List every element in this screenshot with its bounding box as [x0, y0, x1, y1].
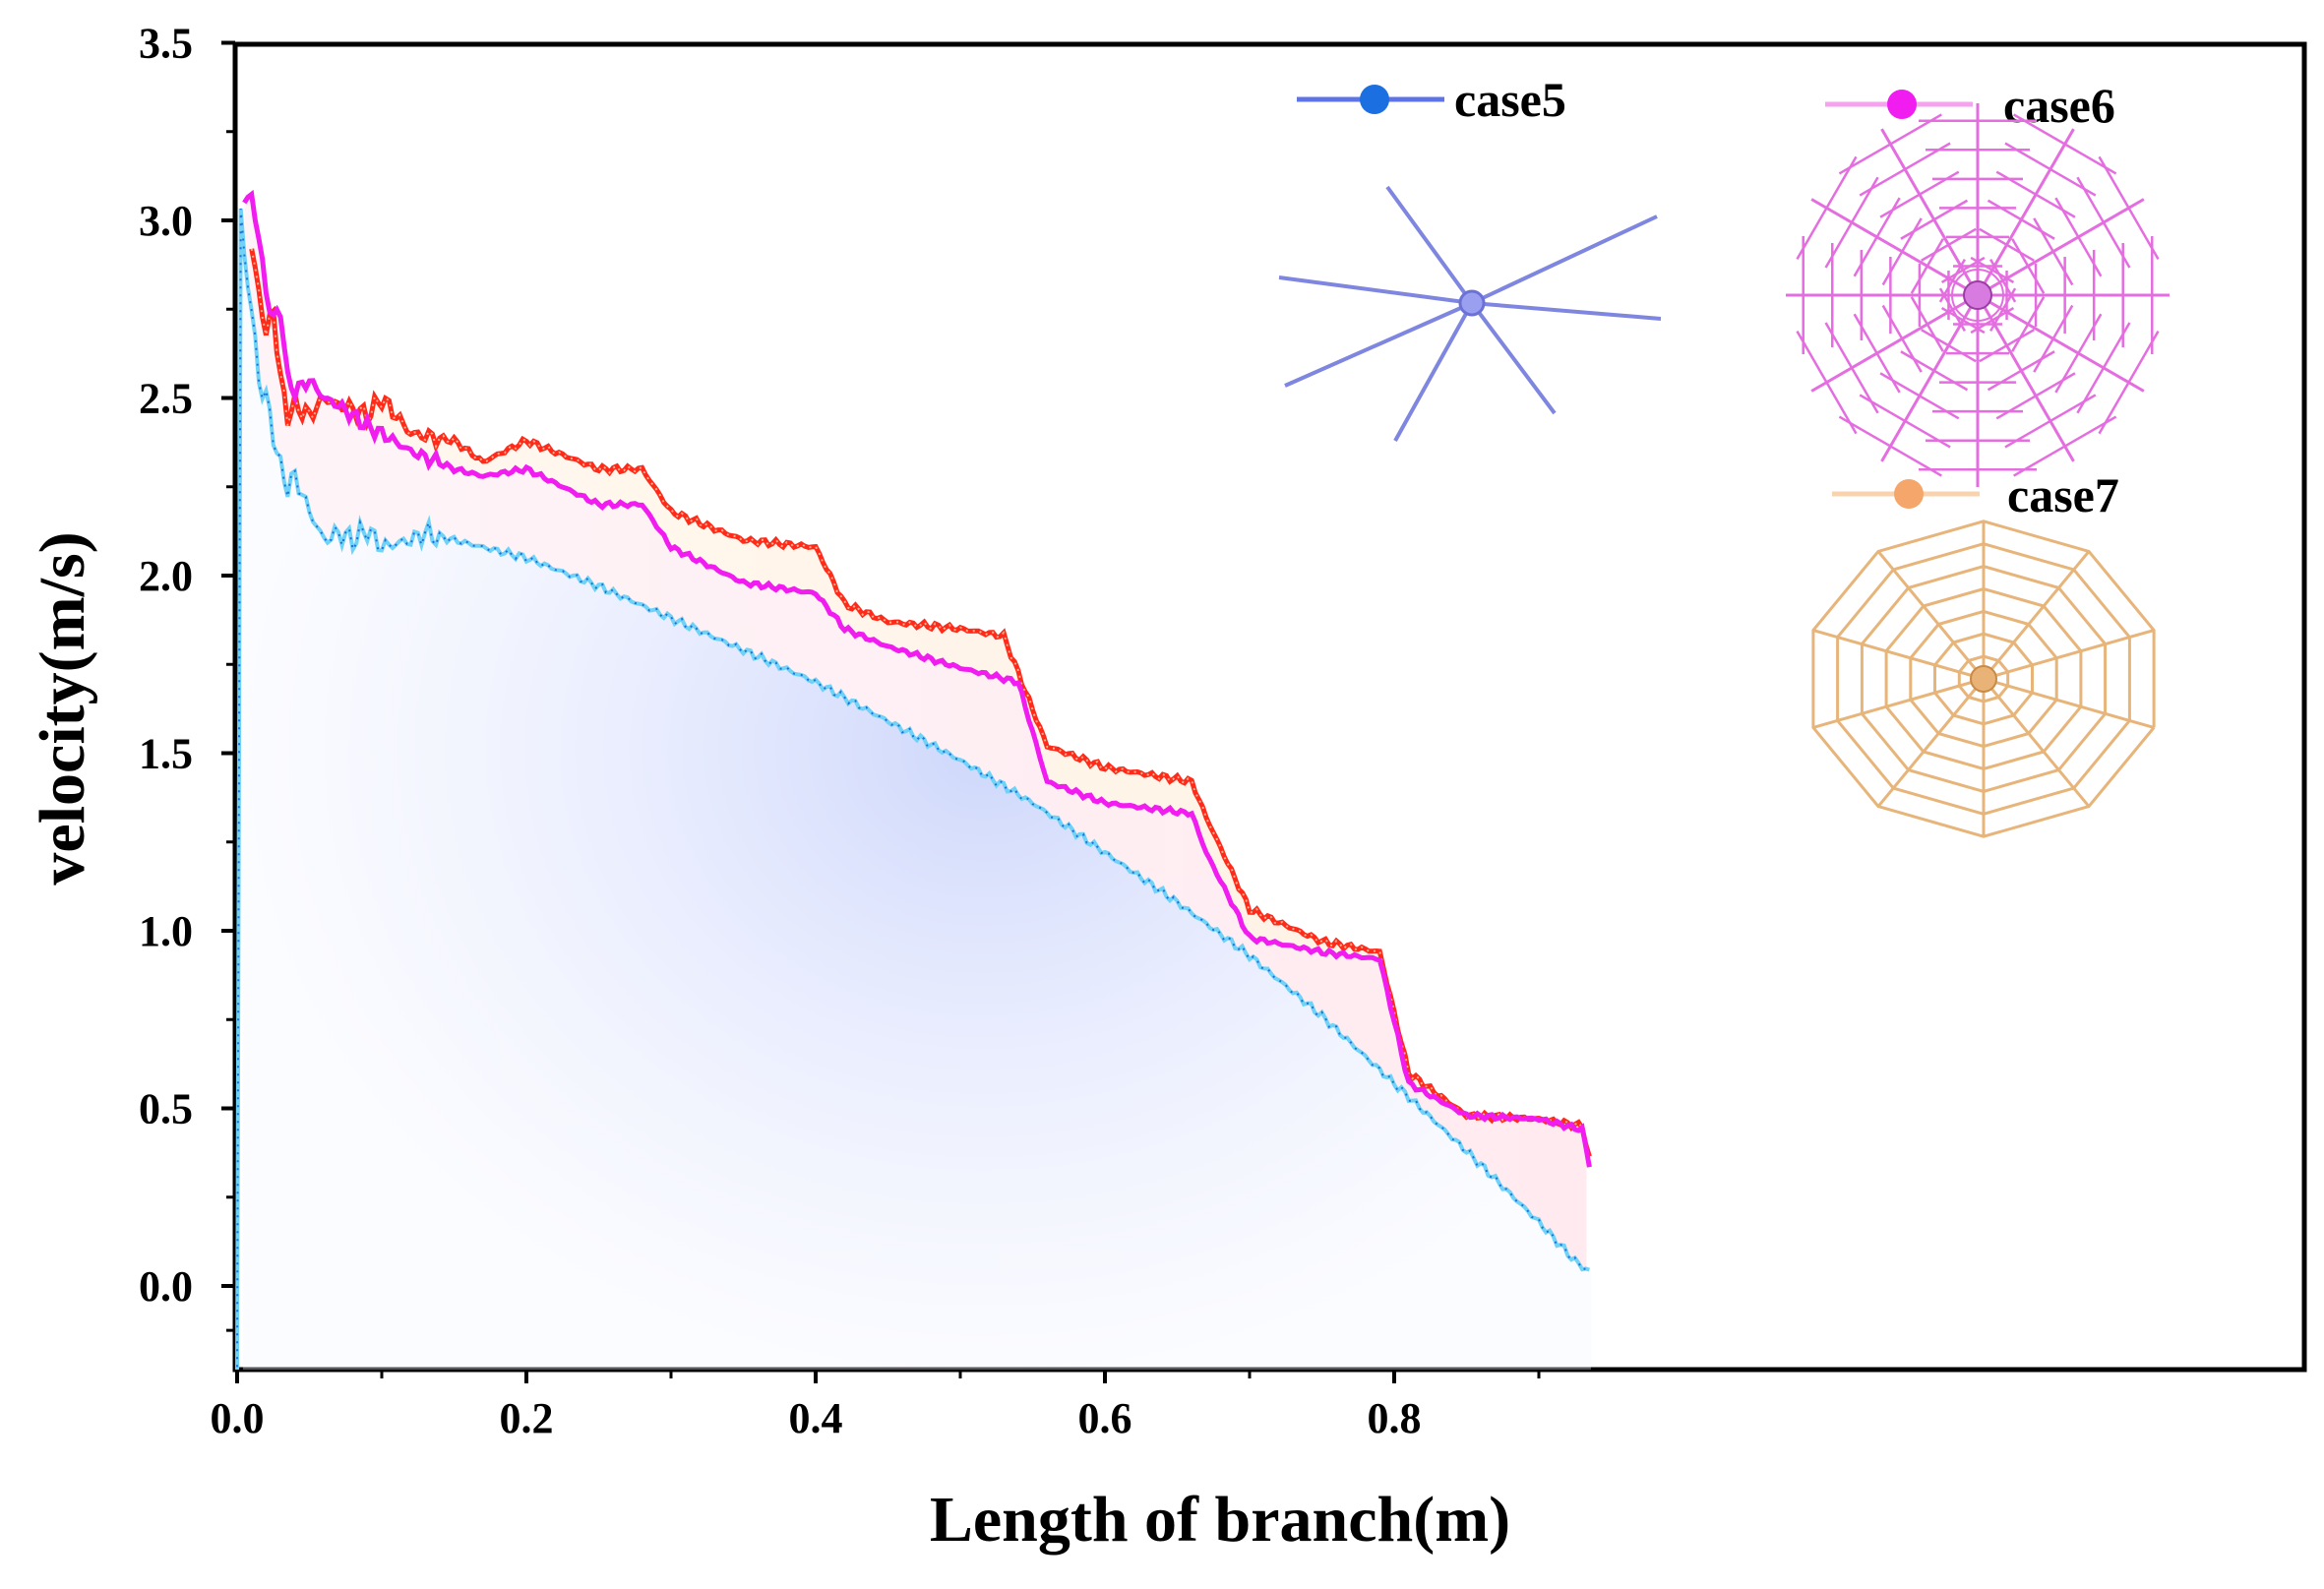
y-axis-title: velocity(m/s): [27, 531, 98, 885]
network-inset-case7: [1811, 519, 2156, 838]
x-axis: 0.0 0.2 0.4 0.6 0.8: [211, 1370, 1541, 1442]
series-lines: [235, 189, 1592, 1370]
x-tick-label: 0.8: [1368, 1394, 1422, 1442]
legend-marker-case6: [1887, 90, 1917, 119]
x-tick-label: 0.6: [1078, 1394, 1132, 1442]
legend-marker-case7: [1894, 479, 1924, 509]
network-inset-case5: [1278, 185, 1662, 442]
x-axis-title: Length of branch(m): [930, 1484, 1510, 1556]
legend-item-case7: case7: [1832, 467, 2119, 522]
series-dots-case7: [250, 248, 1591, 1157]
legend-label-case6: case6: [2003, 78, 2115, 133]
area-fill-case5: [242, 238, 1591, 1370]
y-tick-label: 1.5: [139, 730, 193, 778]
network-inset-case6: [1786, 103, 2170, 487]
y-tick-label: 3.5: [139, 20, 193, 68]
x-tick-label: 0.4: [789, 1394, 843, 1442]
area-fill-case6: [244, 197, 1587, 1270]
area-fills: [242, 197, 1591, 1370]
legend-marker-case5: [1360, 85, 1389, 114]
legend-label-case5: case5: [1454, 72, 1566, 127]
legend-item-case5: case5: [1297, 72, 1566, 127]
y-tick-label: 1.0: [139, 907, 193, 955]
y-tick-label: 0.0: [139, 1262, 193, 1311]
legend-item-case6: case6: [1825, 78, 2115, 133]
y-tick-label: 2.5: [139, 375, 193, 423]
y-tick-label: 2.0: [139, 552, 193, 600]
area-fill-case7: [251, 248, 1589, 1158]
y-tick-label: 0.5: [139, 1085, 193, 1133]
x-tick-label: 0.2: [500, 1394, 554, 1442]
x-tick-label: 0.0: [211, 1394, 265, 1442]
legend-label-case7: case7: [2007, 467, 2119, 522]
series-dots-case5: [236, 208, 1590, 1370]
y-tick-label: 3.0: [139, 197, 193, 245]
series-line-case6: [242, 189, 1592, 1168]
y-axis: 0.0 0.5 1.0 1.5 2.0 2.5 3.0 3.5: [139, 20, 235, 1332]
